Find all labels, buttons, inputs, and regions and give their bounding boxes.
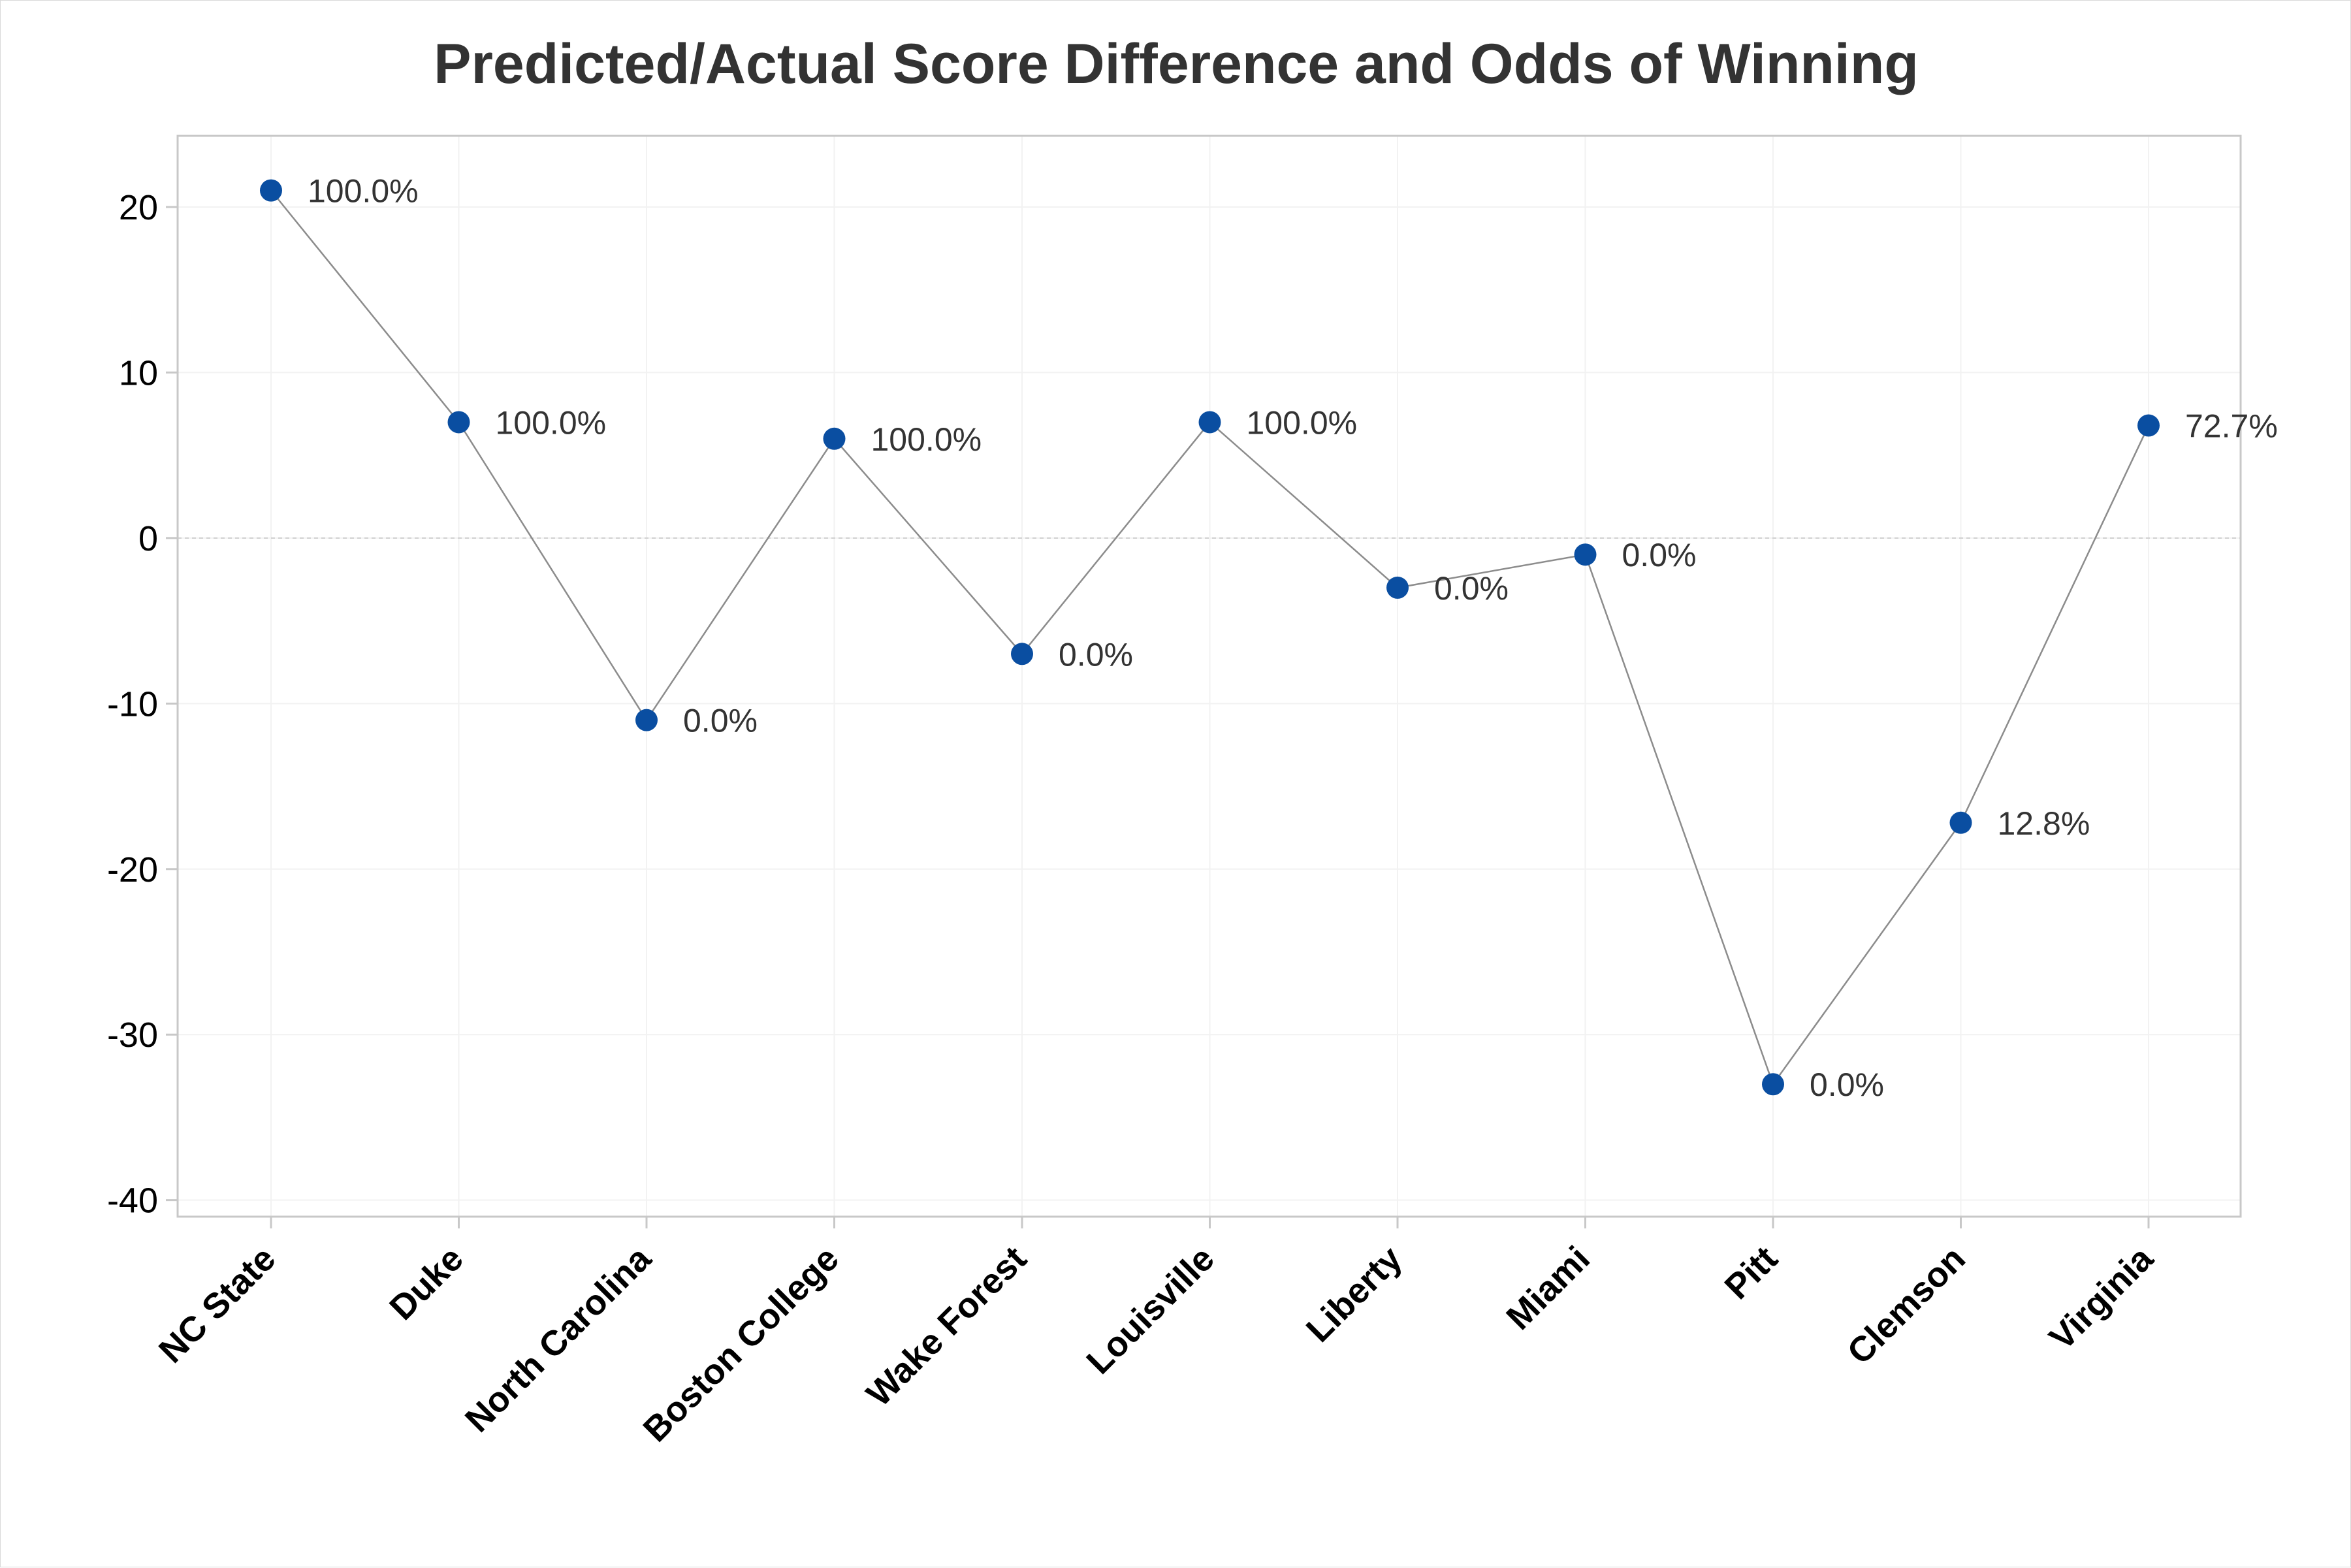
data-label: 100.0% bbox=[496, 404, 607, 441]
data-label: 12.8% bbox=[1998, 805, 2090, 842]
data-point bbox=[260, 179, 282, 202]
chart-title: Predicted/Actual Score Difference and Od… bbox=[434, 33, 1919, 95]
x-tick-label: Pitt bbox=[1718, 1239, 1785, 1307]
y-tick-label: 10 bbox=[119, 353, 158, 392]
data-label: 100.0% bbox=[308, 173, 419, 210]
data-point bbox=[635, 709, 658, 731]
data-labels: 100.0% 100.0% 0.0% 100.0% 0.0% 100.0% 0.0% 0.0%… bbox=[308, 173, 2278, 1104]
x-tick-label: Wake Forest bbox=[859, 1239, 1034, 1414]
y-axis: -40 -30 -20 -10 0 10 20 bbox=[107, 188, 178, 1221]
data-point bbox=[1949, 811, 1972, 834]
data-label: 0.0% bbox=[1622, 537, 1697, 573]
y-tick-label: 20 bbox=[119, 188, 158, 227]
y-tick-label: -40 bbox=[107, 1181, 158, 1221]
x-tick-label: Clemson bbox=[1840, 1239, 1973, 1372]
y-tick-label: 0 bbox=[138, 519, 158, 558]
x-tick-label: Boston College bbox=[636, 1239, 846, 1449]
data-label: 0.0% bbox=[1434, 570, 1509, 607]
x-tick-label: Virginia bbox=[2042, 1238, 2161, 1357]
x-tick-label: Liberty bbox=[1299, 1239, 1410, 1350]
data-point bbox=[823, 427, 846, 450]
data-label: 100.0% bbox=[1247, 404, 1358, 441]
x-tick-label: Louisville bbox=[1079, 1239, 1222, 1382]
data-label: 0.0% bbox=[683, 703, 758, 739]
y-tick-label: -30 bbox=[107, 1016, 158, 1055]
series bbox=[260, 179, 2160, 1096]
data-point bbox=[1574, 543, 1597, 566]
data-point bbox=[2137, 414, 2160, 437]
data-label: 0.0% bbox=[1810, 1066, 1884, 1103]
x-tick-label: North Carolina bbox=[458, 1238, 659, 1439]
data-point bbox=[447, 411, 470, 434]
gridlines bbox=[178, 136, 2241, 1217]
x-tick-label: Miami bbox=[1499, 1239, 1597, 1337]
x-tick-label: NC State bbox=[152, 1239, 283, 1371]
data-point bbox=[1011, 643, 1033, 665]
data-point bbox=[1386, 576, 1409, 599]
y-tick-label: -20 bbox=[107, 850, 158, 889]
data-label: 100.0% bbox=[871, 421, 982, 458]
data-point bbox=[1198, 411, 1221, 434]
data-label: 0.0% bbox=[1059, 636, 1133, 673]
data-label: 72.7% bbox=[2185, 408, 2278, 445]
data-point bbox=[1762, 1073, 1784, 1096]
y-tick-label: -10 bbox=[107, 684, 158, 724]
x-tick-label: Duke bbox=[382, 1239, 471, 1328]
